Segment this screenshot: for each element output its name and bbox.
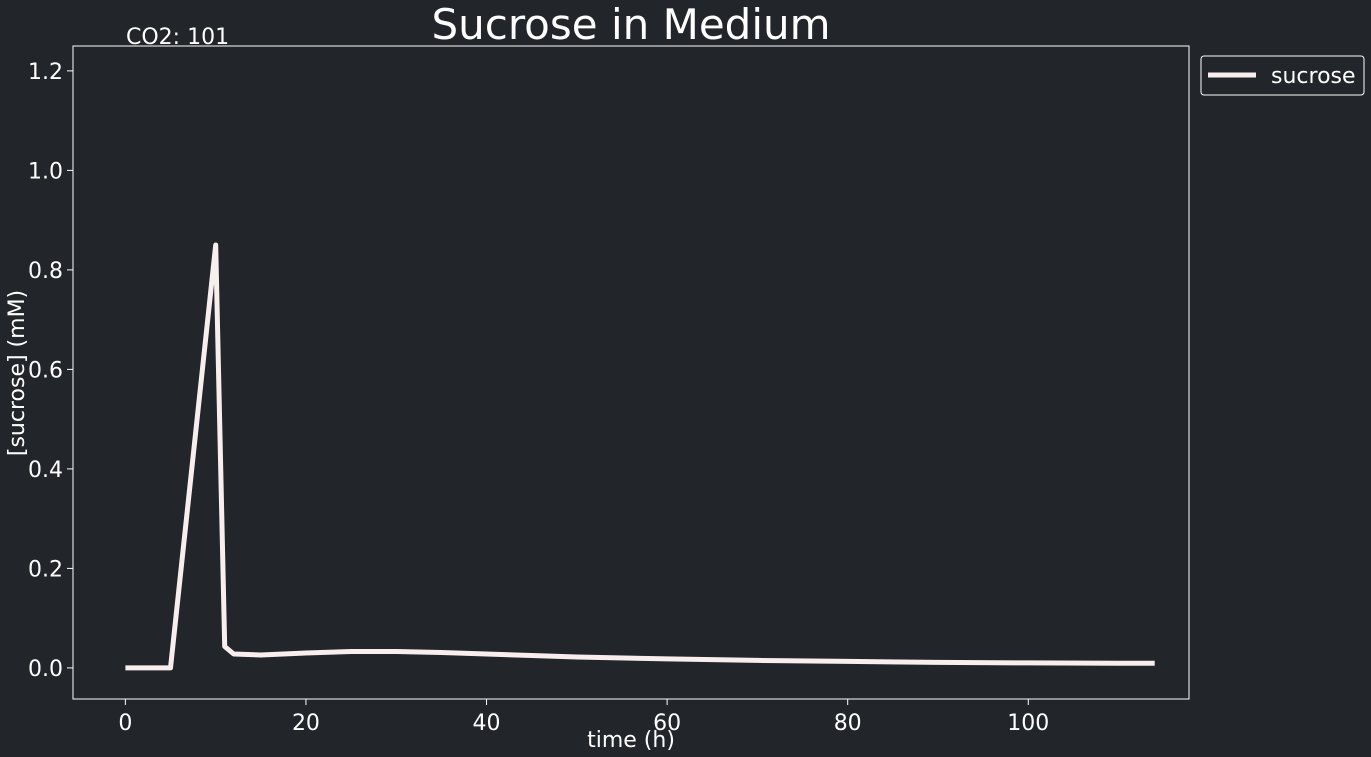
x-tick-label: 100 [1007,711,1049,736]
x-tick-label: 40 [473,711,501,736]
x-tick-label: 0 [118,711,132,736]
plot-area [72,45,1190,700]
legend: sucrose [1200,55,1365,96]
legend-box [1200,55,1365,96]
x-axis-ticks: 0 20 40 60 80 100 [118,699,1049,736]
y-tick-label: 1.2 [28,60,63,85]
series-line-sucrose [125,242,1155,671]
x-tick-label: 60 [653,711,681,736]
legend-label-sucrose: sucrose [1271,64,1356,89]
x-tick-label: 80 [834,711,862,736]
y-axis-ticks: 0.0 0.2 0.4 0.6 0.8 1.0 1.2 [28,60,73,682]
y-tick-label: 0.8 [28,259,63,284]
x-axis-label: time (h) [587,728,675,753]
y-tick-label: 0.4 [28,458,63,483]
series-lines [125,242,1155,671]
chart-title: Sucrose in Medium [431,0,830,49]
y-tick-label: 0.2 [28,557,63,582]
y-tick-label: 0.6 [28,358,63,383]
y-tick-label: 0.0 [28,657,63,682]
y-tick-label: 1.0 [28,159,63,184]
x-tick-label: 20 [292,711,320,736]
y-axis-label: [sucrose] (mM) [5,290,30,456]
